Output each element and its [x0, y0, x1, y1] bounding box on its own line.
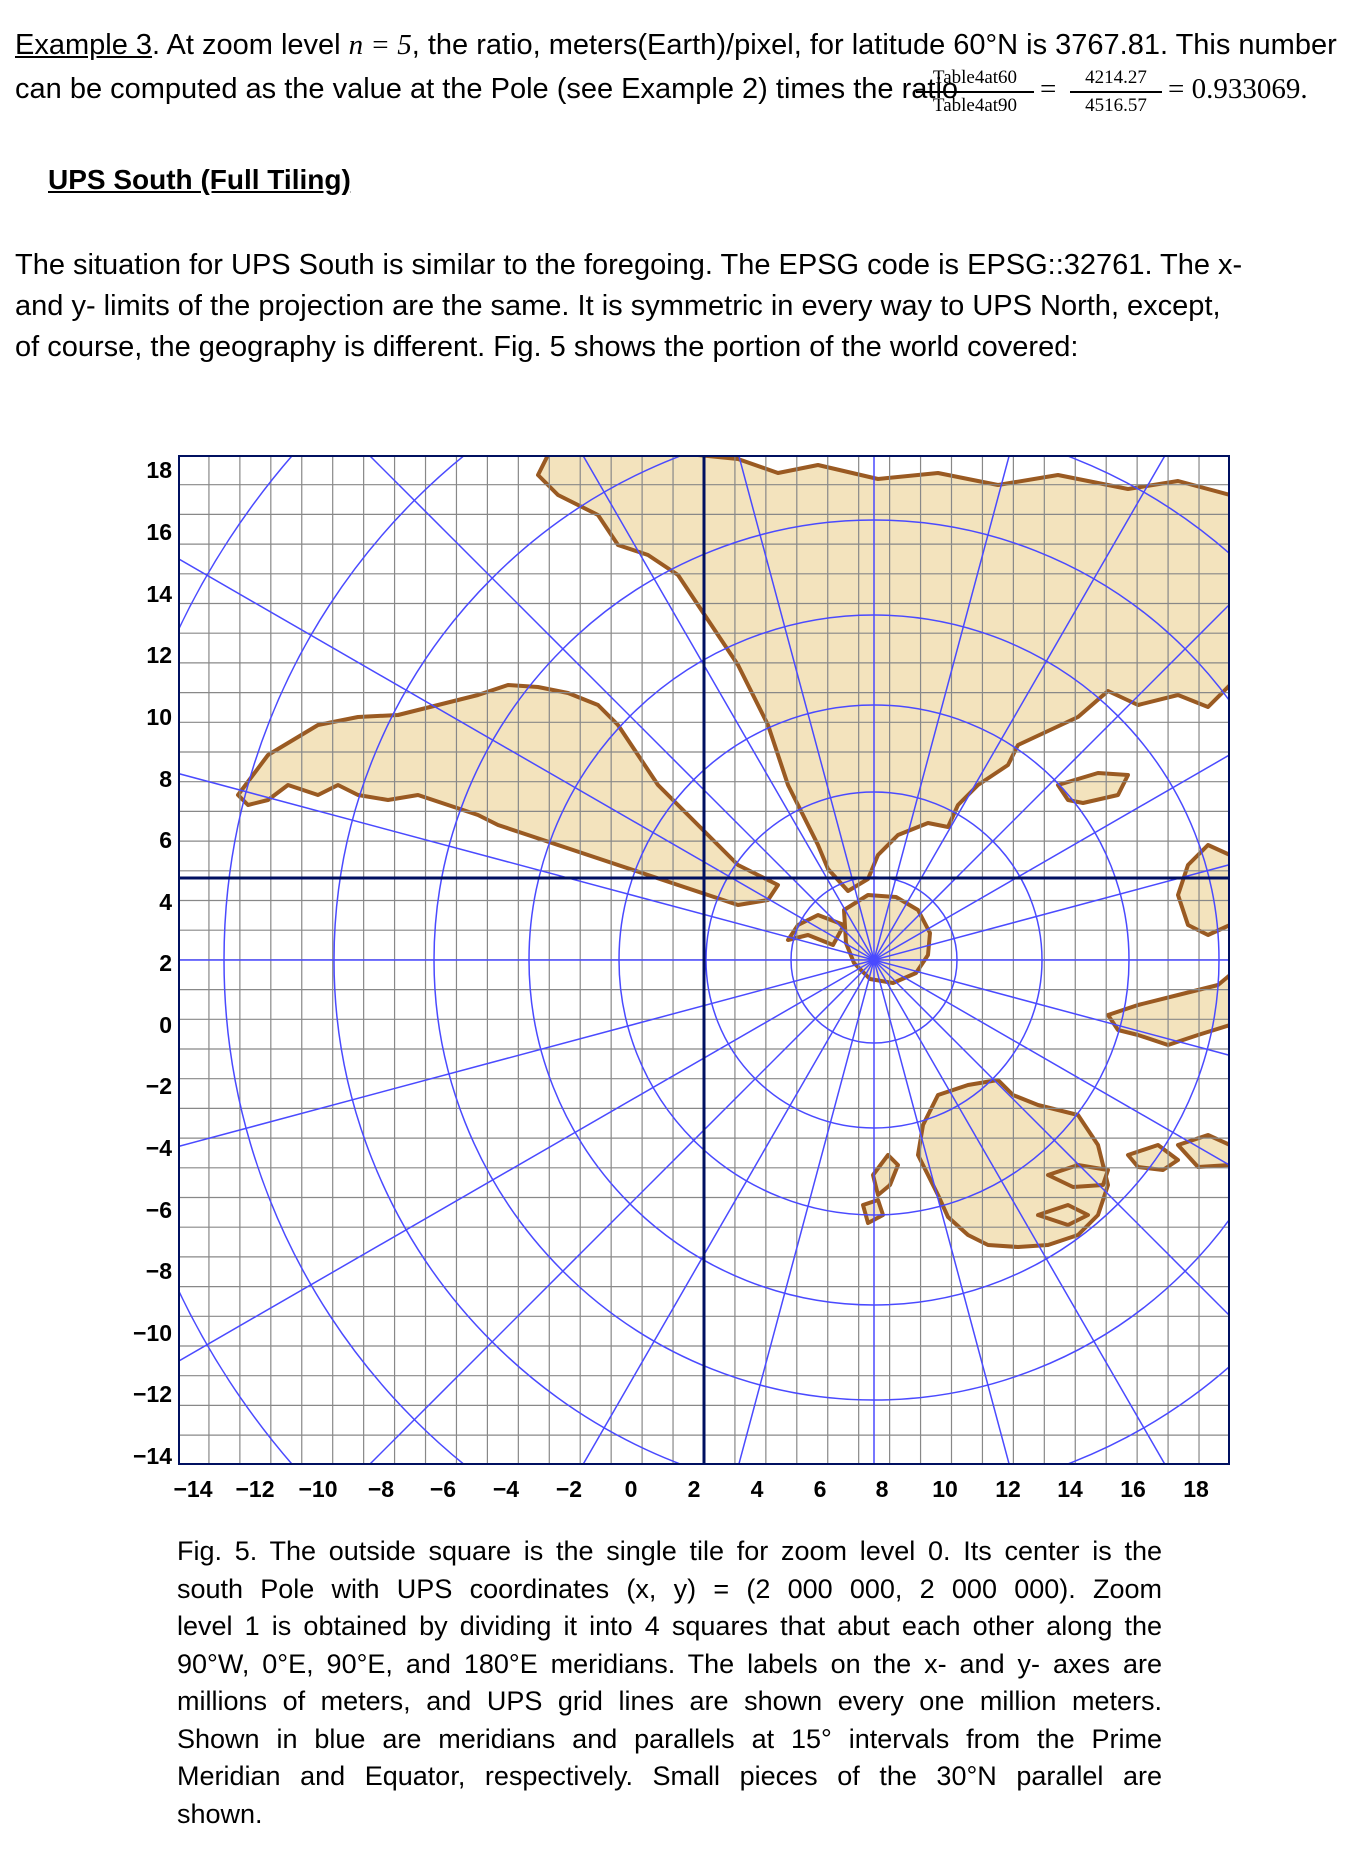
example3-line-1: Example 3. At zoom level n = 5, the rati…: [15, 28, 1337, 63]
example3-line-2: can be computed as the value at the Pole…: [15, 72, 958, 107]
ratio-fraction-2: 4214.27 4516.57: [1070, 66, 1162, 118]
x-tick-label: 10: [932, 1476, 958, 1502]
x-tick-label: −14: [173, 1476, 213, 1502]
meridian: [873, 602, 1230, 961]
meridian: [873, 455, 1167, 961]
ups-south-map: [178, 455, 1230, 1465]
meridian: [873, 959, 1230, 1057]
y-tick-label: 0: [159, 1012, 172, 1038]
x-tick-label: −10: [298, 1476, 338, 1502]
land-masses: [236, 455, 1230, 1249]
y-tick-label: −2: [145, 1073, 172, 1099]
example3-text-a: . At zoom level: [152, 29, 349, 61]
meridian: [737, 455, 875, 961]
graticule: [178, 455, 1230, 1465]
paragraph-line: and y- limits of the projection are the …: [15, 290, 1221, 322]
caption-line: millions of meters, and UPS grid lines a…: [177, 1686, 1162, 1716]
x-tick-label: −4: [492, 1476, 520, 1502]
caption-line: level 1 is obtained by dividing it into …: [177, 1611, 1162, 1641]
example3-text-b: , the ratio, meters(Earth)/pixel, for la…: [411, 29, 1337, 61]
zoom-0-tile-border: [178, 455, 1230, 1465]
y-tick-label: 16: [146, 519, 172, 545]
x-tick-label: 0: [624, 1476, 638, 1502]
y-tick-label: 14: [146, 581, 172, 607]
meridian: [873, 863, 1230, 961]
caption-line: Fig. 5. The outside square is the single…: [177, 1536, 1162, 1566]
y-tick-label: −6: [145, 1197, 172, 1223]
zoom-level-equation: n = 5: [348, 29, 412, 61]
x-tick-label: 6: [813, 1476, 827, 1502]
meridian: [581, 455, 875, 961]
meridian: [873, 959, 1230, 1318]
meridian: [178, 557, 875, 961]
x-tick-label: −8: [367, 1476, 395, 1502]
meridian: [581, 959, 875, 1465]
meridian: [178, 959, 875, 1148]
meridian: [367, 455, 875, 961]
x-tick-label: −6: [429, 1476, 457, 1502]
indonesia-islands: [1036, 1133, 1230, 1227]
x-tick-label: 2: [687, 1476, 701, 1502]
example3-label: Example 3: [15, 29, 153, 61]
example3-text-c: can be computed as the value at the Pole…: [15, 73, 959, 105]
meridian: [873, 959, 1230, 1167]
caption-line: south Pole with UPS coordinates (x, y) =…: [177, 1573, 1162, 1604]
tile-dividers: [178, 455, 1230, 1465]
meridian: [737, 959, 875, 1465]
x-tick-label: 4: [750, 1476, 764, 1502]
meridian: [367, 959, 875, 1465]
x-tick-label: −2: [555, 1476, 583, 1502]
equals-sign: =: [1040, 73, 1057, 105]
meridian: [873, 959, 1167, 1465]
y-tick-label: 2: [159, 950, 172, 976]
x-tick-label: 16: [1120, 1476, 1146, 1502]
y-tick-label: −14: [132, 1443, 172, 1469]
africa-landmass: [536, 455, 1230, 893]
paragraph-line: of course, the geography is different. F…: [15, 331, 1079, 363]
y-tick-label: 12: [146, 642, 172, 668]
meridian: [873, 455, 1011, 961]
x-tick-label: 8: [875, 1476, 889, 1502]
meridian: [873, 753, 1230, 961]
meridian: [178, 959, 875, 1363]
meridian: [873, 959, 1011, 1465]
caption-line: Meridian and Equator, respectively. Smal…: [177, 1761, 1162, 1791]
y-tick-label: −8: [145, 1258, 172, 1284]
caption-line: Shown in blue are meridians and parallel…: [177, 1723, 1162, 1754]
y-tick-label: 6: [159, 827, 172, 853]
ratio-fraction-1: Table4at60 Table4at90: [916, 66, 1034, 118]
section-heading: UPS South (Full Tiling): [48, 164, 351, 195]
y-tick-label: −12: [132, 1381, 172, 1407]
y-tick-label: 4: [159, 889, 172, 915]
x-tick-label: 12: [995, 1476, 1021, 1502]
ratio-result: = 0.933069.: [1168, 73, 1308, 105]
caption-line: 90°W, 0°E, 90°E, and 180°E meridians. Th…: [177, 1648, 1162, 1679]
x-tick-label: 14: [1057, 1476, 1083, 1502]
figure-caption: Fig. 5. The outside square is the single…: [177, 1533, 1162, 1833]
intro-paragraph: The situation for UPS South is similar t…: [15, 245, 1335, 368]
y-tick-label: −4: [145, 1135, 172, 1161]
y-tick-label: 8: [159, 766, 172, 792]
caption-line: shown.: [177, 1798, 263, 1829]
x-tick-label: 18: [1183, 1476, 1209, 1502]
y-tick-label: 18: [146, 457, 172, 483]
paragraph-line: The situation for UPS South is similar t…: [15, 249, 1243, 281]
x-tick-label: −12: [235, 1476, 275, 1502]
meridian: [178, 772, 875, 961]
y-tick-label: 10: [146, 704, 172, 730]
y-tick-label: −10: [132, 1320, 172, 1346]
